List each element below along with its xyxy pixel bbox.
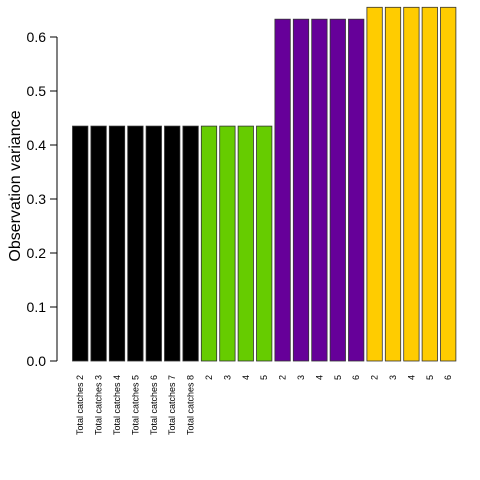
bars — [72, 6, 457, 362]
bar — [219, 125, 236, 362]
bar — [440, 6, 457, 362]
y-tick-label: 0.0 — [27, 353, 47, 369]
x-axis-labels: Total catches 2 Total catches 3 Total catc… — [75, 375, 453, 435]
bar — [292, 18, 310, 362]
bar — [237, 125, 254, 362]
x-tick-label: 2 — [204, 375, 214, 380]
x-tick-label: Total catches 2 — [75, 375, 85, 435]
x-tick-label: 3 — [388, 375, 398, 380]
x-tick-label: Total catches 5 — [130, 375, 140, 435]
y-tick-label: 0.3 — [27, 191, 47, 207]
x-tick-label: 3 — [222, 375, 232, 380]
bar — [200, 125, 218, 362]
y-tick-label: 0.5 — [27, 83, 47, 99]
bar — [182, 125, 199, 362]
bar — [274, 18, 291, 362]
bar — [145, 125, 162, 362]
x-tick-label: 5 — [259, 375, 269, 380]
x-tick-label: 4 — [406, 375, 416, 380]
x-tick-label: 4 — [314, 375, 324, 380]
bar — [127, 125, 144, 362]
y-tick-label: 0.4 — [27, 137, 47, 153]
x-tick-label: Total catches 7 — [167, 375, 177, 435]
x-tick-label: Total catches 4 — [112, 375, 122, 435]
x-tick-label: 4 — [241, 375, 251, 380]
bar — [108, 125, 126, 362]
bar — [366, 6, 383, 362]
x-tick-label: 5 — [333, 375, 343, 380]
x-tick-label: 2 — [278, 375, 288, 380]
x-tick-label: 6 — [443, 375, 453, 380]
bar — [348, 18, 365, 362]
y-tick-label: 0.1 — [27, 299, 47, 315]
x-tick-label: 5 — [425, 375, 435, 380]
bar — [90, 125, 107, 362]
bar — [256, 125, 273, 362]
bar — [329, 18, 346, 362]
y-axis-title: Observation variance — [7, 110, 24, 261]
x-tick-label: 3 — [296, 375, 306, 380]
bar — [311, 18, 328, 362]
x-tick-label: Total catches 3 — [94, 375, 104, 435]
bar — [384, 6, 402, 362]
bar — [72, 125, 89, 362]
x-tick-label: 6 — [351, 375, 361, 380]
y-axis: 0.0 0.1 0.2 0.3 0.4 0.5 0.6 — [27, 29, 58, 369]
x-tick-label: Total catches 6 — [149, 375, 159, 435]
y-tick-label: 0.6 — [27, 29, 47, 45]
x-tick-label: 2 — [370, 375, 380, 380]
x-tick-label: Total catches 8 — [186, 375, 196, 435]
bar — [164, 125, 181, 362]
bar — [403, 6, 420, 362]
bar — [421, 6, 438, 362]
y-tick-label: 0.2 — [27, 245, 47, 261]
